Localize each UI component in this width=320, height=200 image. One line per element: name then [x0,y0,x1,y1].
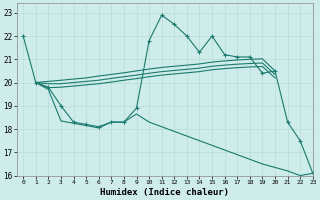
X-axis label: Humidex (Indice chaleur): Humidex (Indice chaleur) [100,188,229,197]
